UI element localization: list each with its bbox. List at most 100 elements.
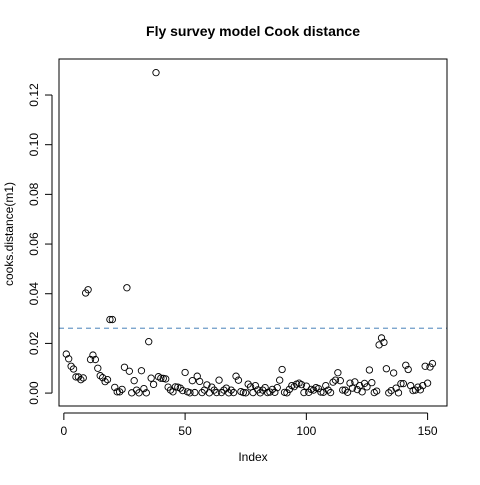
data-point — [339, 386, 347, 394]
data-point — [149, 380, 158, 389]
data-point — [365, 366, 374, 374]
data-point — [79, 374, 87, 382]
data-point — [188, 377, 197, 385]
data-point — [251, 381, 260, 390]
data-point — [382, 365, 391, 373]
data-point — [222, 384, 230, 392]
data-point — [331, 376, 340, 384]
y-tick-label: 0.04 — [27, 282, 41, 306]
data-point — [358, 388, 366, 396]
data-point — [181, 368, 189, 377]
data-point — [84, 286, 92, 294]
y-axis: 0.00 0.02 0.04 0.06 0.08 0.10 0.12 — [27, 83, 53, 405]
y-tick-label: 0.08 — [27, 182, 41, 206]
data-point — [353, 385, 361, 394]
data-point — [212, 388, 221, 397]
data-point — [137, 367, 146, 375]
data-point — [389, 369, 398, 377]
data-point — [380, 338, 388, 347]
data-point — [356, 381, 364, 390]
data-point — [77, 376, 85, 384]
data-point — [176, 384, 184, 392]
data-point — [336, 377, 344, 385]
data-point — [198, 388, 206, 397]
data-point — [191, 388, 199, 397]
data-point — [402, 361, 410, 369]
data-point — [397, 379, 405, 388]
x-tick-label: 0 — [61, 424, 68, 438]
data-point — [300, 388, 308, 397]
data-point — [125, 367, 133, 375]
data-point — [101, 378, 109, 386]
data-point — [423, 379, 432, 387]
data-point — [368, 379, 376, 387]
x-tick-label: 150 — [418, 424, 438, 438]
data-point — [392, 384, 400, 392]
data-point — [123, 284, 131, 292]
data-point — [319, 388, 327, 396]
data-point — [324, 386, 332, 394]
y-tick-label: 0.12 — [27, 83, 41, 107]
data-point — [227, 386, 235, 394]
data-point — [363, 383, 371, 391]
data-point — [115, 388, 124, 396]
data-point — [186, 389, 194, 397]
data-point — [421, 362, 429, 370]
data-point — [234, 376, 243, 384]
y-tick-label: 0.06 — [27, 232, 41, 256]
data-point — [329, 378, 337, 386]
x-axis-title: Index — [238, 450, 267, 464]
data-point — [195, 377, 204, 386]
data-point — [147, 374, 155, 382]
data-point — [229, 388, 238, 397]
data-point — [297, 380, 306, 389]
data-point — [334, 369, 342, 377]
x-axis: 0 50 100 150 — [61, 412, 438, 438]
data-point — [348, 384, 357, 392]
y-tick-label: 0.10 — [27, 133, 41, 157]
data-point — [309, 386, 318, 394]
data-point — [377, 334, 386, 342]
data-point — [428, 359, 437, 368]
data-point — [290, 382, 298, 391]
data-point — [373, 387, 381, 395]
data-point — [111, 383, 119, 392]
chart-title: Fly survey model Cook distance — [146, 23, 360, 39]
data-point — [96, 372, 104, 380]
data-point — [215, 376, 223, 384]
data-point — [276, 376, 284, 384]
x-tick-label: 100 — [296, 424, 316, 438]
y-tick-label: 0.00 — [27, 381, 41, 405]
data-point — [317, 388, 325, 396]
data-point — [210, 386, 218, 394]
data-point — [217, 388, 226, 397]
data-point — [94, 364, 102, 372]
data-point — [343, 388, 352, 396]
data-points — [62, 69, 437, 397]
data-point — [69, 365, 78, 373]
data-point — [273, 383, 281, 392]
data-point — [271, 388, 279, 396]
data-point — [322, 381, 330, 390]
data-point — [404, 365, 412, 374]
data-point — [140, 384, 148, 393]
data-point — [399, 379, 407, 388]
data-point — [232, 372, 240, 380]
data-point — [152, 69, 160, 77]
data-point — [385, 389, 393, 397]
data-point — [351, 378, 359, 386]
y-tick-label: 0.02 — [27, 331, 41, 355]
plot-frame — [58, 58, 448, 407]
data-point — [278, 365, 286, 374]
data-point — [62, 350, 70, 358]
data-point — [326, 388, 335, 397]
data-point — [157, 374, 165, 382]
data-point — [130, 377, 138, 385]
data-point — [142, 389, 150, 397]
data-point — [179, 386, 187, 395]
data-point — [89, 351, 97, 359]
data-point — [394, 389, 403, 397]
data-point — [416, 386, 424, 394]
